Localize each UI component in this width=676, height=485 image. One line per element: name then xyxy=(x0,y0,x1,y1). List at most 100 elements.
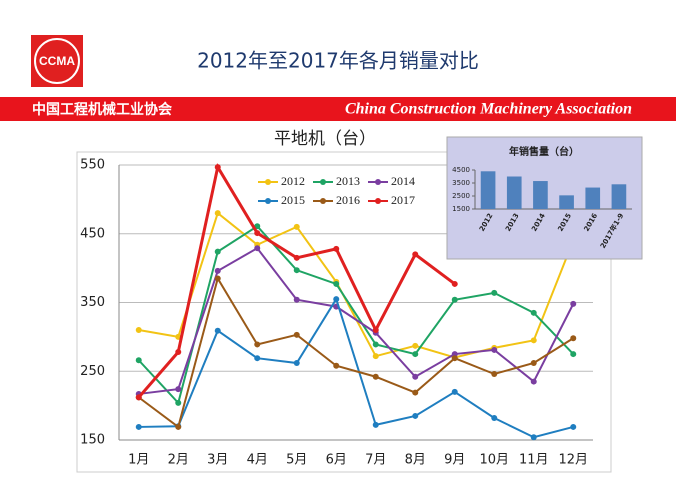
point xyxy=(135,394,142,401)
point xyxy=(175,423,182,430)
point xyxy=(254,245,261,252)
point xyxy=(451,280,458,287)
legend-marker xyxy=(265,198,271,204)
slide-title: 2012年至2017年各月销量对比 xyxy=(197,49,479,73)
point xyxy=(530,309,537,316)
legend-label: 2013 xyxy=(336,174,360,188)
x-tick-label: 6月 xyxy=(326,453,347,468)
point xyxy=(214,275,221,282)
y-tick-label: 450 xyxy=(80,226,105,241)
legend-label: 2014 xyxy=(391,174,415,188)
point xyxy=(491,371,498,377)
point xyxy=(293,360,300,366)
point xyxy=(214,327,221,334)
point xyxy=(135,423,142,430)
legend-label: 2016 xyxy=(336,193,360,207)
bar xyxy=(611,184,627,209)
y-tick-label: 150 xyxy=(80,433,105,448)
x-tick-label: 9月 xyxy=(444,453,465,468)
point xyxy=(412,389,419,396)
legend-marker xyxy=(375,179,381,185)
point xyxy=(412,342,419,349)
point xyxy=(451,351,458,358)
point xyxy=(175,386,182,393)
bar xyxy=(585,187,601,209)
point xyxy=(372,373,379,380)
point xyxy=(175,399,182,406)
series-line xyxy=(138,296,574,439)
banner-en: China Construction Machinery Association xyxy=(345,101,632,118)
point xyxy=(372,353,379,360)
chart-title: 平地机（台） xyxy=(274,129,376,149)
point xyxy=(293,223,300,230)
y-tick-label: 4500 xyxy=(452,166,470,174)
point xyxy=(491,346,498,353)
point xyxy=(333,296,340,303)
point xyxy=(570,423,577,430)
legend-label: 2012 xyxy=(281,174,305,188)
point xyxy=(333,245,340,252)
legend-marker xyxy=(320,198,326,204)
point xyxy=(412,351,419,358)
point xyxy=(451,388,458,395)
legend-marker xyxy=(265,179,271,185)
point xyxy=(530,360,537,366)
y-tick-label: 1500 xyxy=(452,205,470,213)
banner-cn: 中国工程机械工业协会 xyxy=(32,101,173,118)
x-tick-label: 12月 xyxy=(558,453,588,468)
point xyxy=(254,230,261,237)
x-tick-label: 5月 xyxy=(286,453,307,468)
chart-frame xyxy=(76,151,612,473)
point xyxy=(372,327,379,333)
point xyxy=(254,341,261,348)
point xyxy=(372,341,379,348)
legend-marker xyxy=(375,198,381,204)
y-tick-label: 3500 xyxy=(452,179,470,187)
point xyxy=(293,296,300,303)
point xyxy=(491,289,498,296)
point xyxy=(570,351,577,358)
x-tick-label: 1月 xyxy=(128,453,149,468)
point xyxy=(491,415,498,421)
series-line xyxy=(138,246,575,395)
bar xyxy=(559,195,574,209)
point xyxy=(254,355,261,362)
point xyxy=(570,335,577,342)
point xyxy=(451,355,458,362)
x-tick-label: 11月 xyxy=(519,453,549,468)
logo xyxy=(31,35,83,87)
x-tick-label: 2月 xyxy=(168,453,189,468)
line-chart: 150 250 350 450 550 1月 2月 3月 4月 5月 6月 7月 8月 9月 10月 11月 1… xyxy=(80,158,593,468)
x-tick-label: 10月 xyxy=(479,453,509,468)
point xyxy=(530,378,537,385)
bar xyxy=(506,176,522,209)
point xyxy=(451,296,458,303)
bar xyxy=(480,171,496,209)
point xyxy=(412,412,419,419)
point xyxy=(570,300,577,307)
point xyxy=(372,421,379,428)
x-tick-label: 3月 xyxy=(207,453,228,468)
inset-title: 年销售量（台） xyxy=(509,145,579,158)
y-tick-label: 250 xyxy=(80,364,105,379)
point xyxy=(333,280,340,287)
point xyxy=(214,164,221,171)
point xyxy=(293,254,300,261)
point xyxy=(412,373,419,380)
banner xyxy=(0,97,676,121)
x-tick-label: 8月 xyxy=(405,453,426,468)
point xyxy=(214,210,221,217)
logo-text: CCMA xyxy=(39,54,75,68)
point xyxy=(530,434,537,441)
x-tick-label: 4月 xyxy=(247,453,268,468)
point xyxy=(135,327,142,333)
point xyxy=(214,248,221,255)
legend-label: 2015 xyxy=(281,193,305,207)
series-line xyxy=(138,275,574,429)
legend-label: 2017 xyxy=(391,193,415,207)
point xyxy=(412,251,419,258)
point xyxy=(175,349,182,355)
series-line xyxy=(138,224,574,405)
y-tick-label: 550 xyxy=(80,158,105,173)
